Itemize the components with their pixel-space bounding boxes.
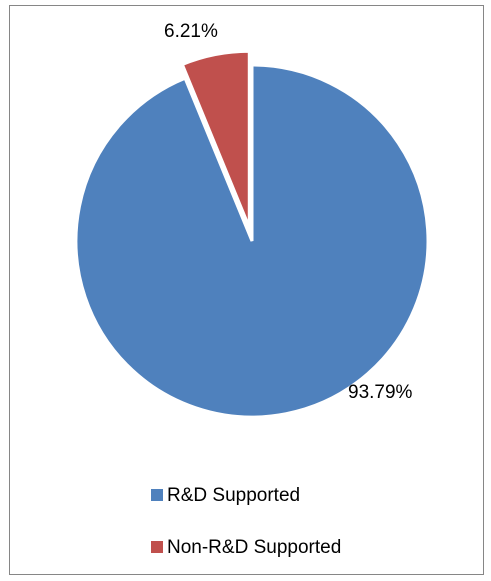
data-label-non-rd-supported: 6.21%: [164, 21, 218, 42]
legend-label-non-rd-supported: Non-R&D Supported: [167, 537, 341, 558]
legend-swatch-non-rd-supported: [151, 541, 163, 553]
legend-label-rd-supported: R&D Supported: [167, 485, 300, 506]
legend: R&D Supported Non-R&D Supported: [151, 485, 341, 558]
legend-swatch-rd-supported: [151, 489, 163, 501]
data-label-rd-supported: 93.79%: [348, 382, 413, 403]
pie-slices: [74, 49, 430, 419]
pie-slice-non-rd-supported: [180, 49, 251, 228]
pie-slice-rd-supported: [74, 63, 430, 419]
